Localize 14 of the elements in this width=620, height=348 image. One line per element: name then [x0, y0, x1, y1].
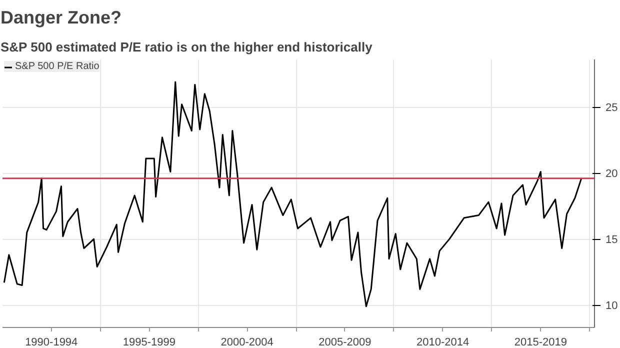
- y-tick-label: 15: [606, 234, 618, 246]
- x-tick-label: 1990-1994: [25, 336, 78, 348]
- legend-label: S&P 500 P/E Ratio: [15, 61, 100, 72]
- chart-subtitle: S&P 500 estimated P/E ratio is on the higher end historically: [0, 40, 374, 54]
- x-tick-label: 2010-2014: [416, 336, 470, 348]
- chart-title: Danger Zone?: [0, 8, 122, 28]
- x-tick-label: 2000-2004: [220, 336, 274, 348]
- x-tick-label: 2005-2009: [318, 336, 372, 348]
- y-tick-label: 20: [606, 168, 618, 180]
- y-tick-label: 25: [606, 102, 618, 114]
- y-tick-label: 10: [606, 300, 618, 312]
- line-series: [3, 81, 582, 308]
- x-tick-label: 2015-2019: [514, 336, 567, 348]
- x-tick-label: 1995-1999: [122, 336, 176, 348]
